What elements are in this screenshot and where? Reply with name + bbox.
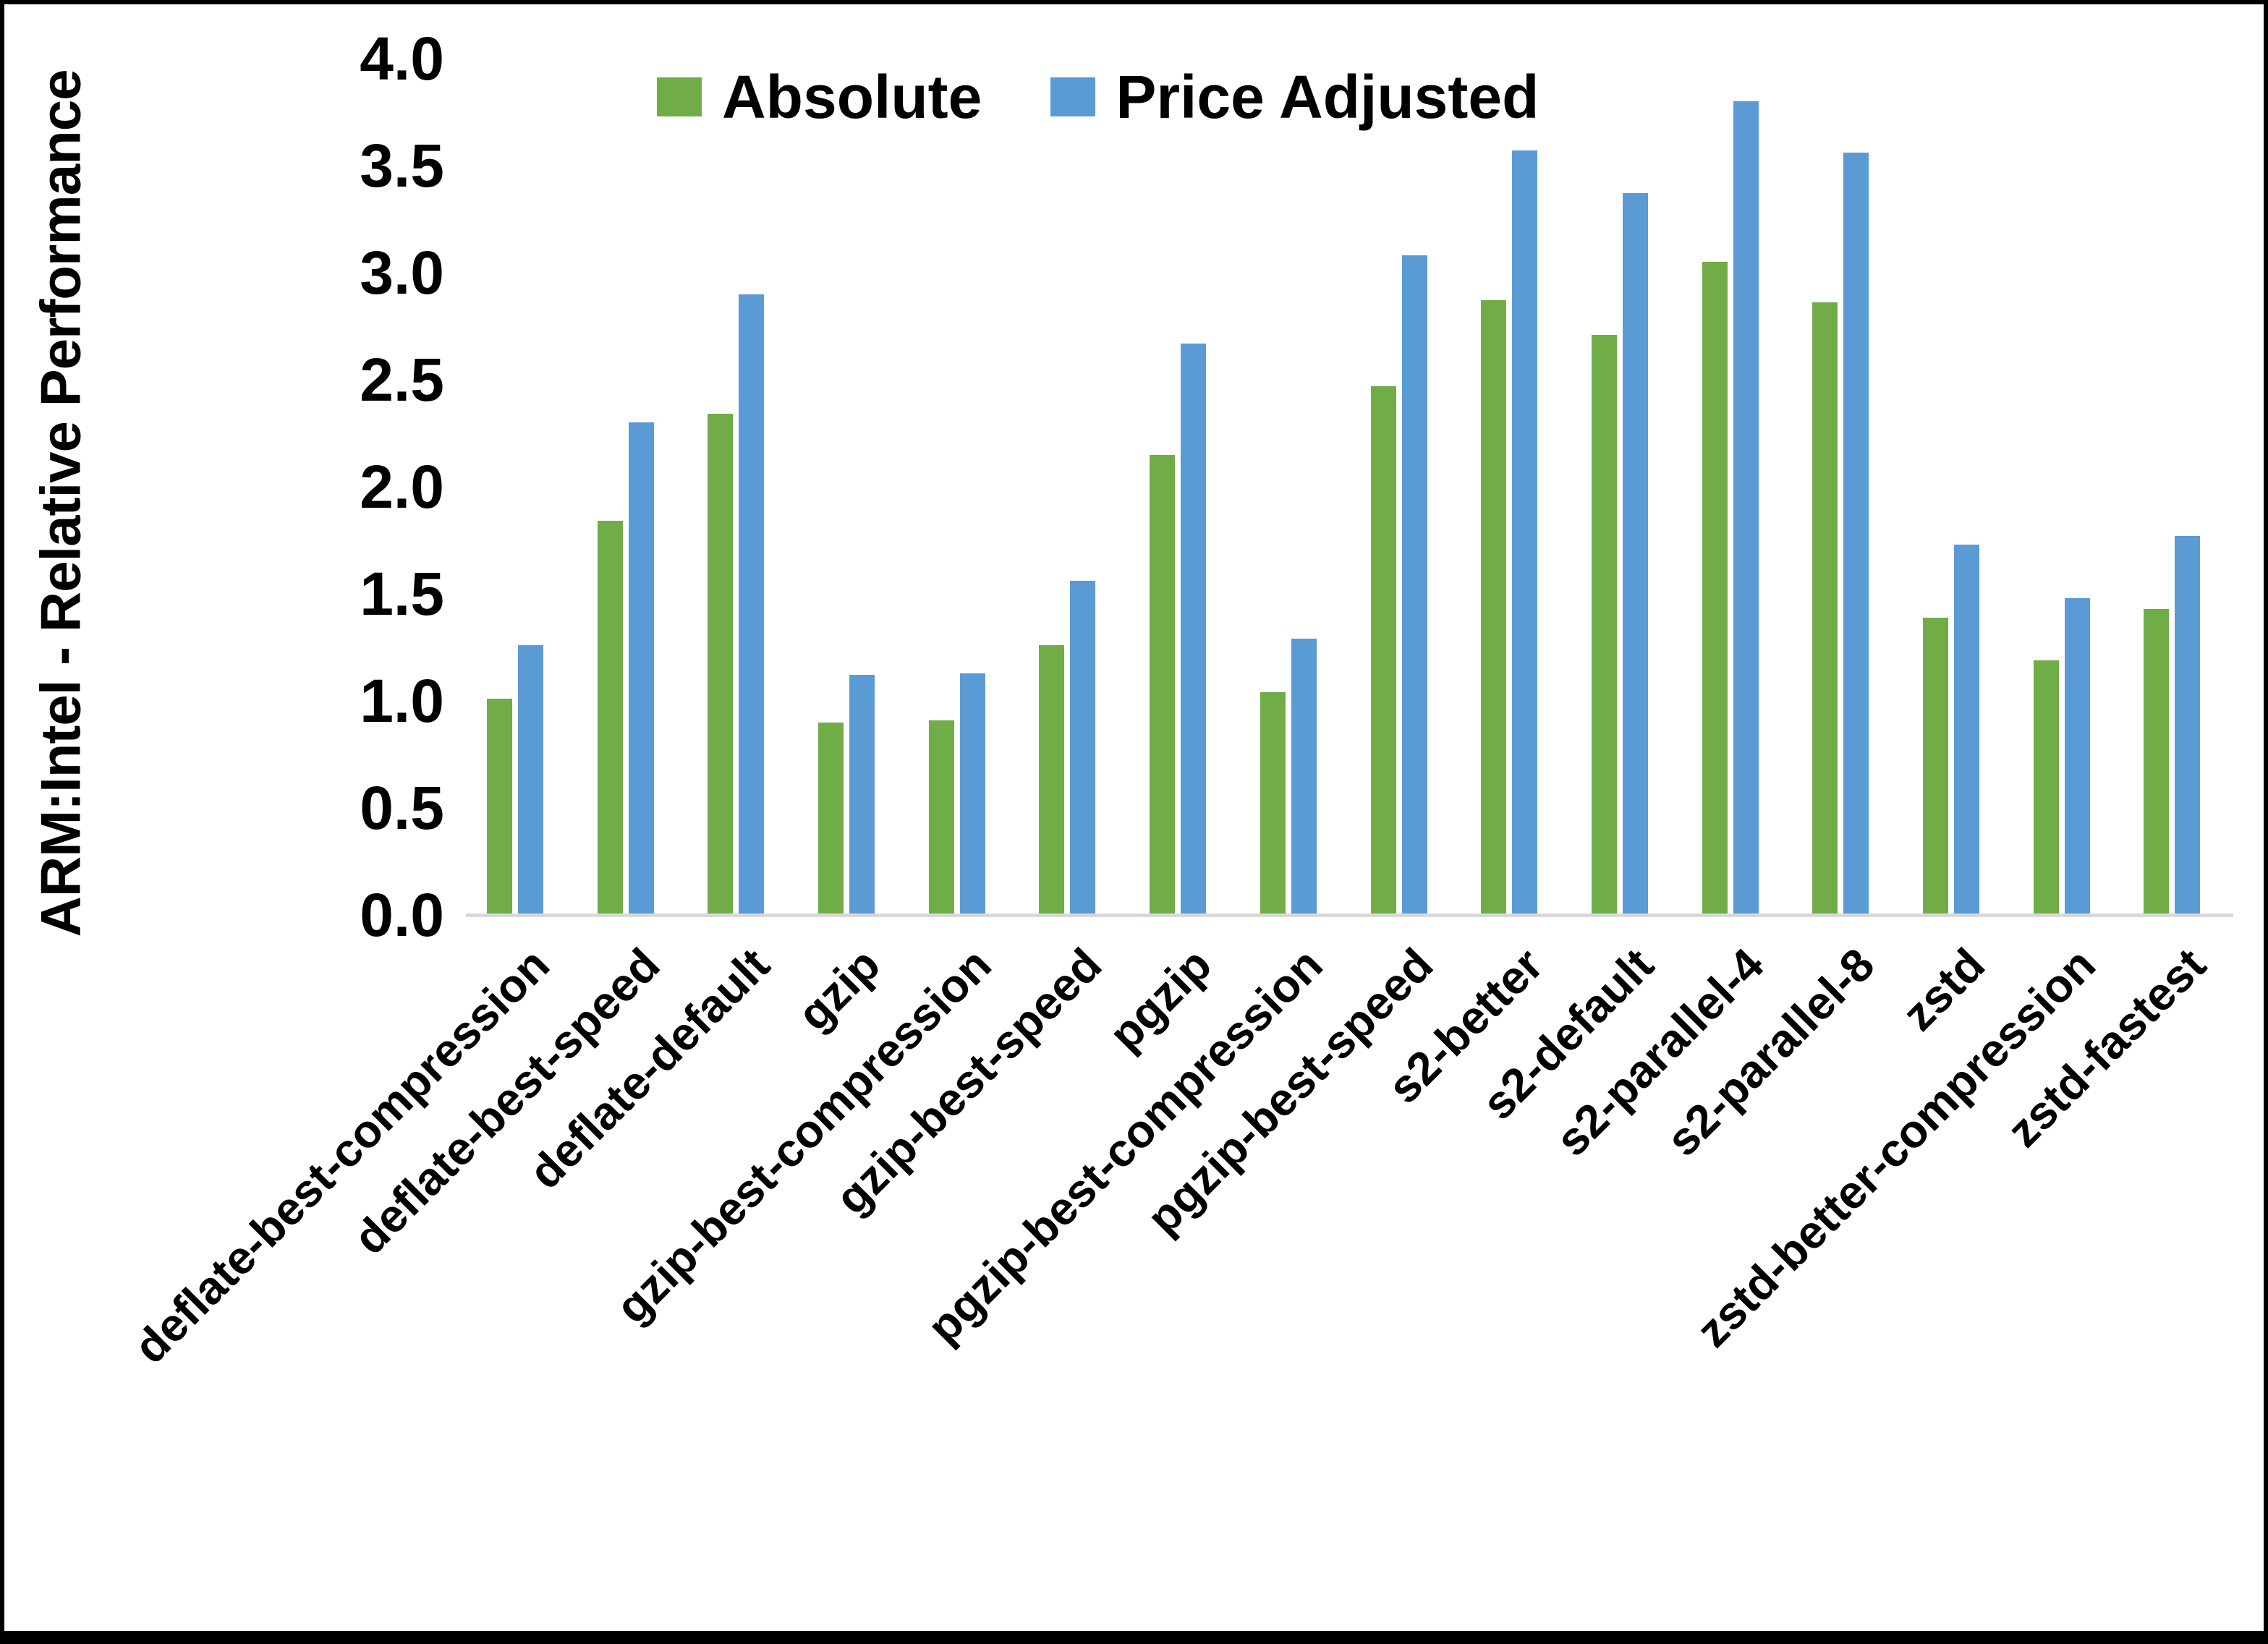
y-tick-label: 1.5 (360, 560, 444, 628)
bar-price-adjusted (739, 294, 764, 915)
legend-swatch-icon (1050, 77, 1096, 116)
bar-absolute (1150, 455, 1175, 915)
bar-absolute (1923, 618, 1948, 915)
bar-absolute (598, 521, 623, 915)
bar-price-adjusted (1402, 255, 1427, 915)
y-tick-label: 3.0 (360, 239, 444, 307)
bar-absolute (2034, 660, 2059, 915)
legend-item: Absolute (657, 67, 982, 127)
bar-price-adjusted (2175, 536, 2200, 915)
bar-absolute (1812, 302, 1838, 915)
legend-label: Absolute (722, 63, 982, 131)
bar-price-adjusted (1181, 344, 1206, 915)
legend: Absolute Price Adjusted (657, 67, 1539, 127)
bar-absolute (708, 414, 733, 915)
bar-price-adjusted (1843, 153, 1869, 915)
bar-price-adjusted (629, 422, 654, 915)
y-tick-label: 2.0 (360, 453, 444, 521)
y-tick-label: 0.0 (360, 881, 444, 949)
x-tick-label: deflate-best-compression (123, 938, 559, 1373)
y-tick-label: 3.5 (360, 132, 444, 200)
y-axis-title: ARM:Intel - Relative Performance (28, 69, 93, 937)
x-tick-label: gzip (788, 938, 891, 1041)
bar-absolute (1039, 645, 1064, 915)
bar-absolute (818, 723, 844, 915)
bar-absolute (1592, 335, 1617, 915)
bar-price-adjusted (1954, 545, 1979, 915)
x-tick-label: zstd (1892, 938, 1995, 1041)
bar-price-adjusted (960, 673, 985, 915)
bar-price-adjusted (1291, 639, 1317, 915)
bar-price-adjusted (1070, 581, 1095, 915)
y-tick-label: 2.5 (360, 346, 444, 414)
bar-absolute (929, 720, 954, 915)
legend-label: Price Adjusted (1116, 63, 1539, 131)
bar-absolute (487, 699, 512, 915)
bar-absolute (1702, 262, 1728, 915)
y-tick-label: 1.0 (360, 667, 444, 735)
bar-absolute (1481, 300, 1506, 915)
bar-absolute (2144, 609, 2169, 915)
legend-swatch-icon (657, 77, 702, 116)
y-tick-label: 0.5 (360, 774, 444, 842)
bar-price-adjusted (849, 675, 875, 915)
bar-price-adjusted (1623, 193, 1648, 915)
bar-price-adjusted (1733, 101, 1759, 915)
bar-price-adjusted (2065, 598, 2090, 915)
bar-absolute (1371, 386, 1396, 915)
legend-item: Price Adjusted (1050, 67, 1539, 127)
bar-price-adjusted (1512, 150, 1537, 915)
y-tick-label: 4.0 (360, 25, 444, 93)
bar-price-adjusted (518, 645, 543, 915)
x-axis-line (466, 913, 2233, 917)
bar-absolute (1260, 692, 1286, 915)
